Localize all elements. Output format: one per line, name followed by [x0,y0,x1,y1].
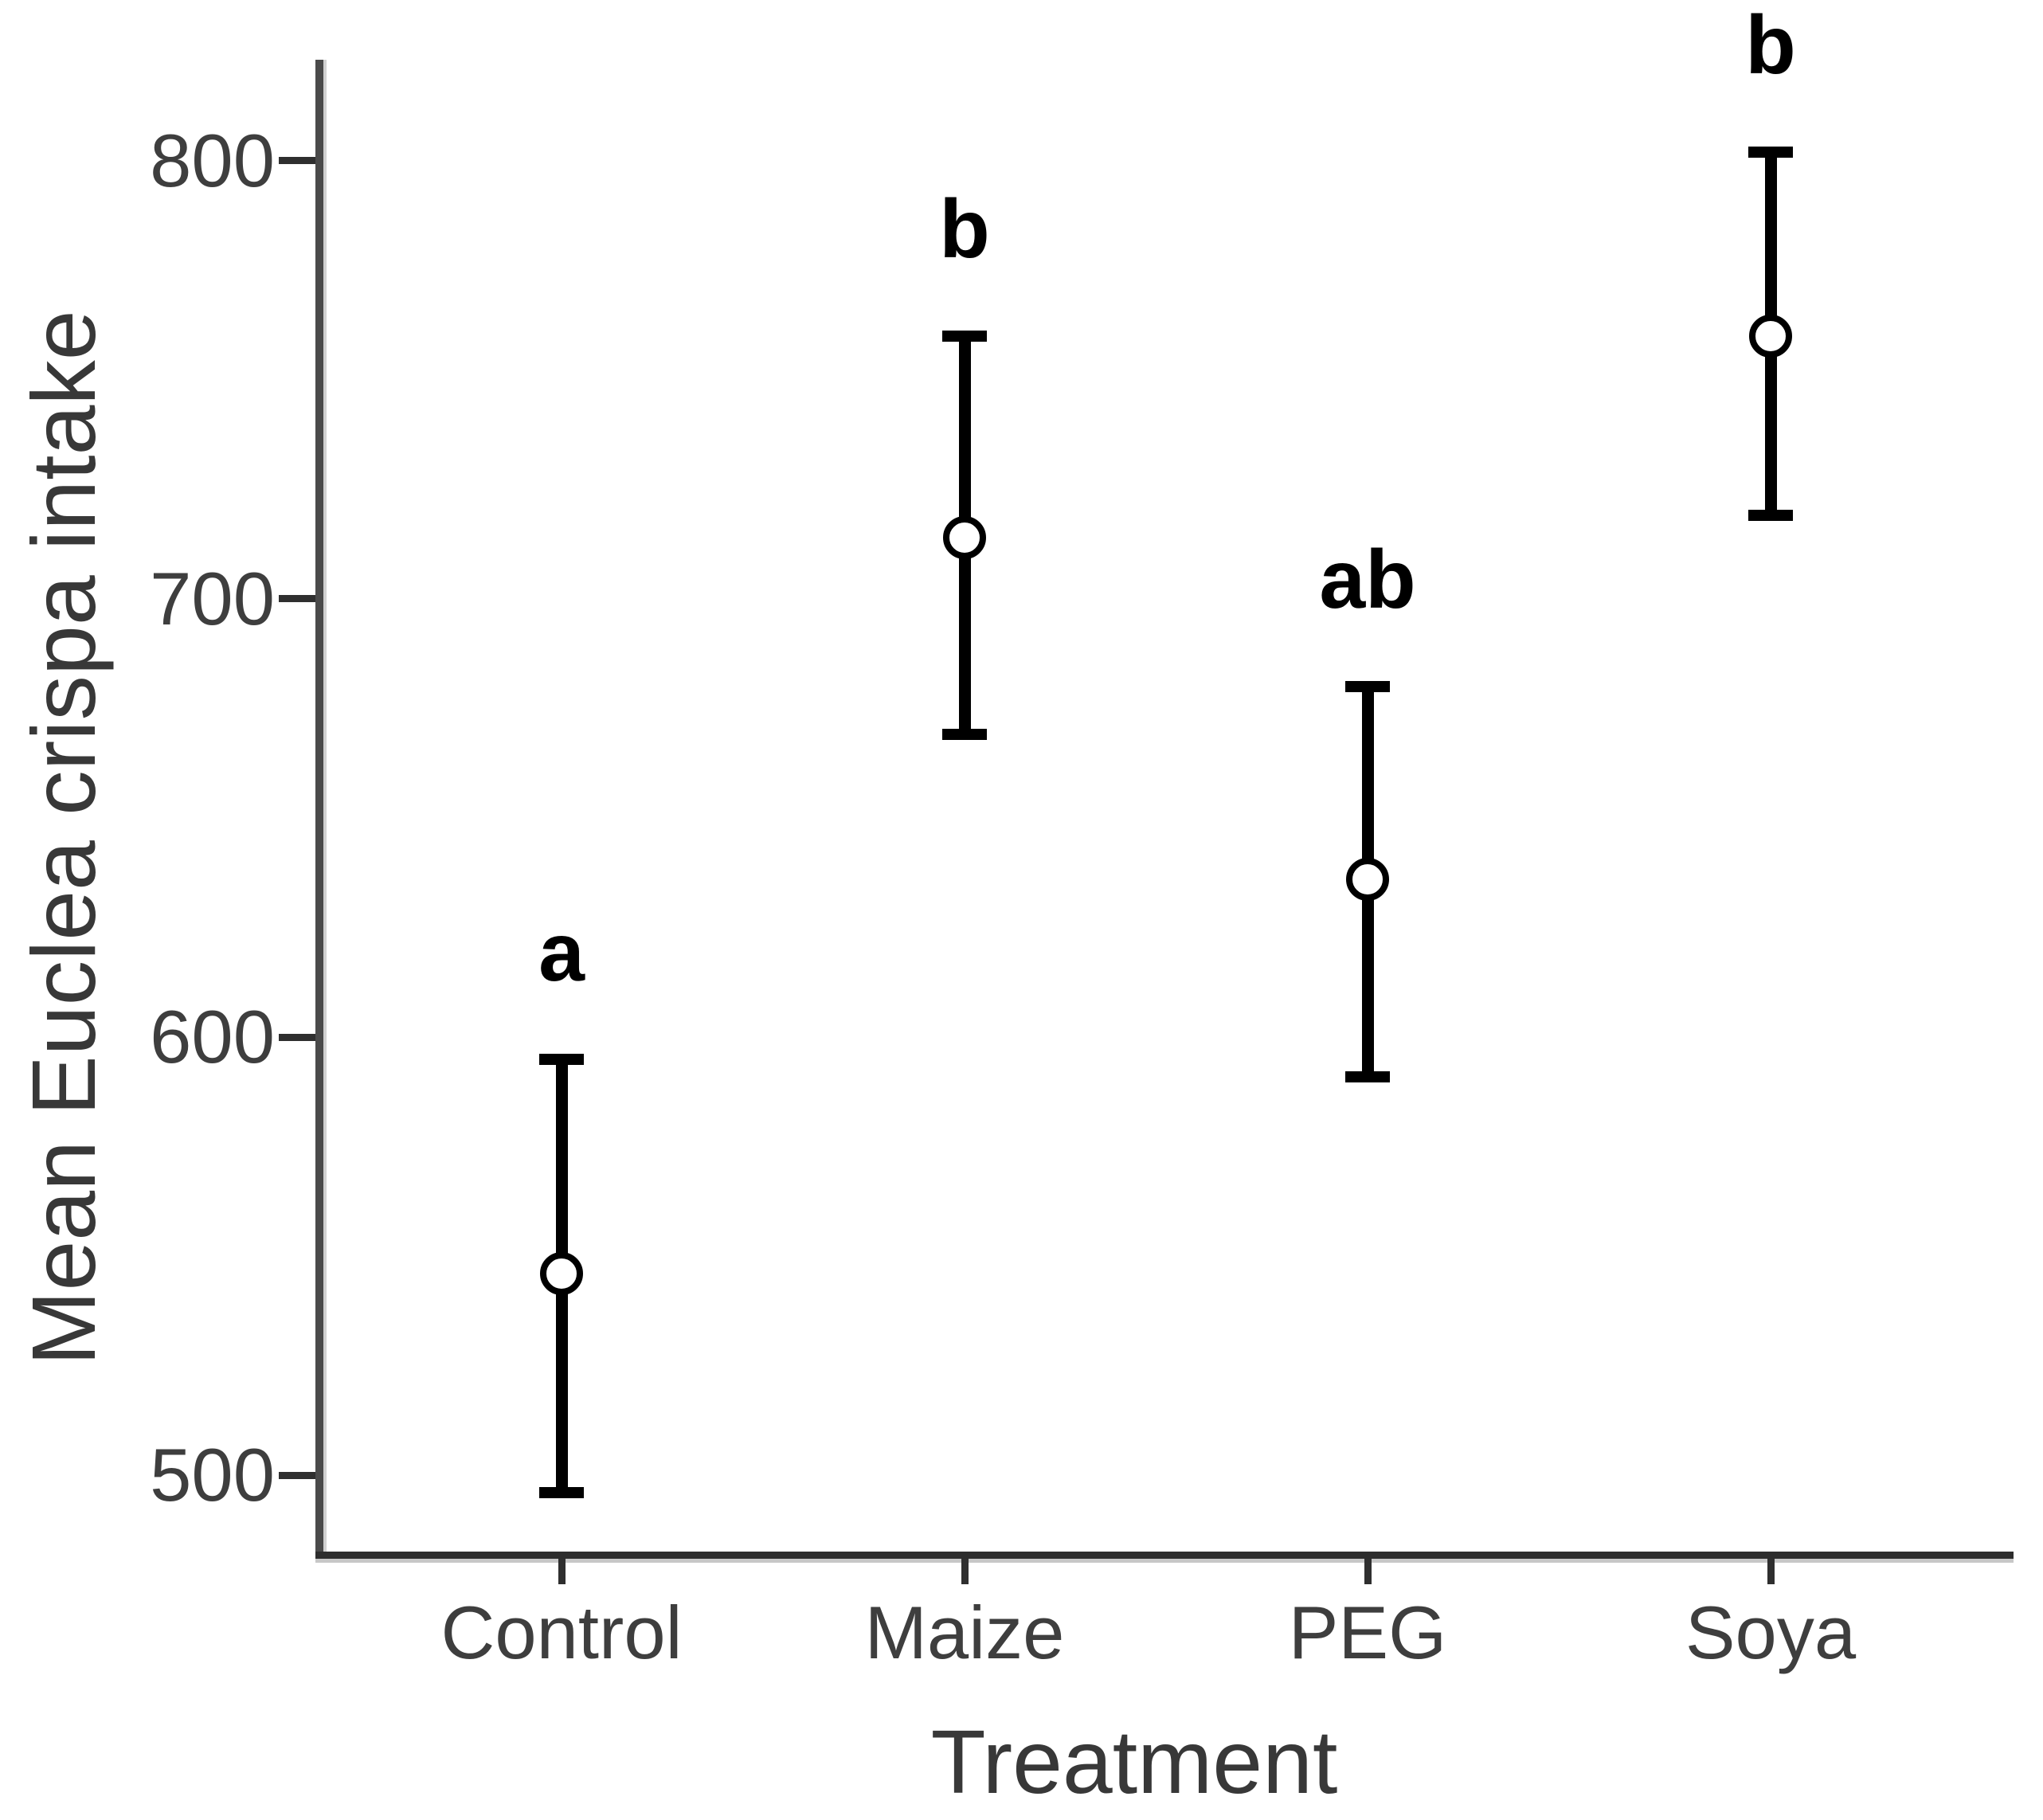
mean-point-marker [943,515,986,559]
error-bar-cap-top [1345,680,1390,692]
error-bar-cap-bottom [539,1487,584,1499]
mean-point-marker [540,1252,583,1296]
x-axis-title: Treatment [930,1712,1338,1812]
y-tick-label: 700 [150,556,275,640]
x-tick-label-peg: PEG [1288,1591,1447,1674]
error-bar-cap-bottom [1345,1070,1390,1082]
y-tick-mark [279,595,315,603]
error-bar-cap-bottom [942,729,987,741]
y-tick-mark [279,1033,315,1041]
y-tick-label: 500 [150,1433,275,1517]
y-tick-label: 800 [150,118,275,202]
significance-letter: b [1745,0,1796,92]
y-tick-mark [279,1471,315,1479]
x-tick-mark [961,1559,969,1584]
y-axis-title: Mean Euclea crispa intake [14,310,114,1366]
y-tick-label: 600 [150,995,275,1079]
mean-point-marker [1346,858,1389,902]
x-tick-mark [1767,1559,1775,1584]
error-bar-cap-top [1748,146,1793,158]
significance-letter: ab [1319,533,1416,626]
x-axis-line [315,1552,2014,1559]
significance-letter: b [939,182,990,276]
error-bar-cap-top [539,1053,584,1065]
x-tick-mark [558,1559,566,1584]
error-bar-cap-bottom [1748,510,1793,522]
x-tick-label-soya: Soya [1685,1591,1857,1674]
significance-letter: a [538,906,585,999]
error-bar-cap-top [942,330,987,342]
x-tick-label-control: Control [440,1591,683,1674]
x-tick-mark [1364,1559,1372,1584]
x-tick-label-maize: Maize [864,1591,1065,1674]
y-tick-mark [279,157,315,165]
y-axis-line [315,60,323,1559]
mean-point-marker [1749,314,1792,358]
